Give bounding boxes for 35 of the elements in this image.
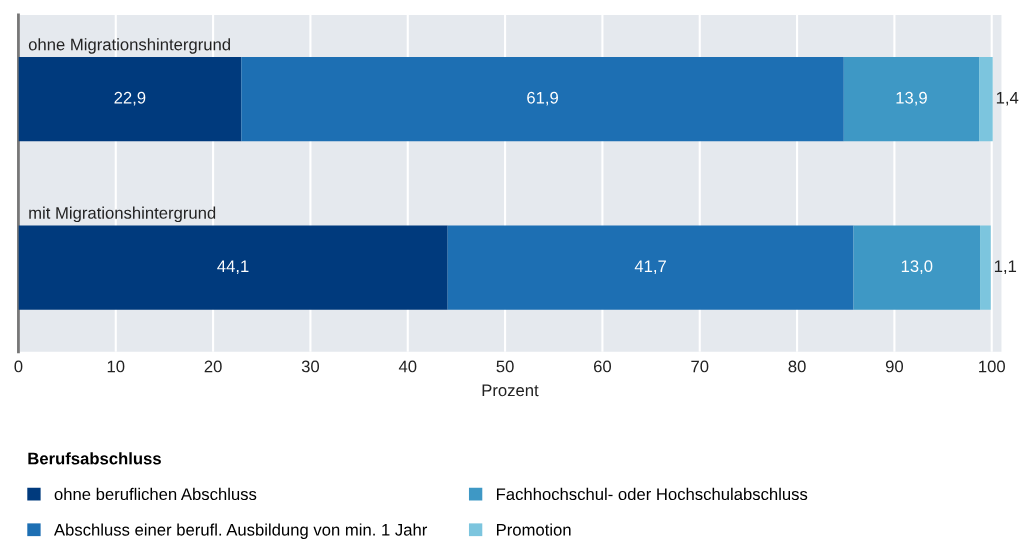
data-label: 22,9 xyxy=(114,91,146,106)
data-label: 13,9 xyxy=(896,91,927,106)
x-tick-label: 100 xyxy=(979,360,1005,373)
x-tick-label: 40 xyxy=(398,360,417,373)
data-label: 41,7 xyxy=(634,260,666,275)
bar xyxy=(843,57,980,142)
x-tick-label: 90 xyxy=(885,360,904,373)
x-tick-label: 30 xyxy=(301,360,320,373)
data-label: 1,4 xyxy=(996,92,1019,106)
bar xyxy=(979,57,993,142)
x-tick-label: 10 xyxy=(107,360,125,373)
x-tick-label: 0 xyxy=(14,360,23,373)
y-tick-label: ohne Migrationshintergrund xyxy=(28,38,230,54)
legend-label: Fachhochschul- oder Hochschulabschluss xyxy=(496,487,808,501)
x-tick-label: 60 xyxy=(593,360,612,373)
x-axis-title: Prozent xyxy=(482,384,539,397)
legend-label: Promotion xyxy=(496,523,571,536)
bar xyxy=(853,225,981,310)
data-label: 44,1 xyxy=(217,260,249,275)
x-tick-label: 80 xyxy=(788,360,806,373)
y-tick-label: mit Migrationshintergrund xyxy=(29,206,216,223)
legend-label: Abschluss einer berufl. Ausbildung von min. 1 Jahr xyxy=(53,523,428,539)
bar xyxy=(18,57,242,142)
x-tick-label: 20 xyxy=(204,360,222,373)
bar xyxy=(241,57,844,142)
x-tick-label: 70 xyxy=(691,360,709,373)
data-label: 13,0 xyxy=(901,260,933,275)
x-tick-label: 50 xyxy=(496,360,514,373)
bar xyxy=(18,225,448,310)
bar xyxy=(980,225,991,310)
bar xyxy=(447,225,854,310)
legend-title: Berufsabschluss xyxy=(28,452,161,465)
legend-label: ohne beruflichen Abschluss xyxy=(54,487,257,501)
data-label: 1,1 xyxy=(994,260,1017,275)
data-label: 61,9 xyxy=(527,91,558,106)
